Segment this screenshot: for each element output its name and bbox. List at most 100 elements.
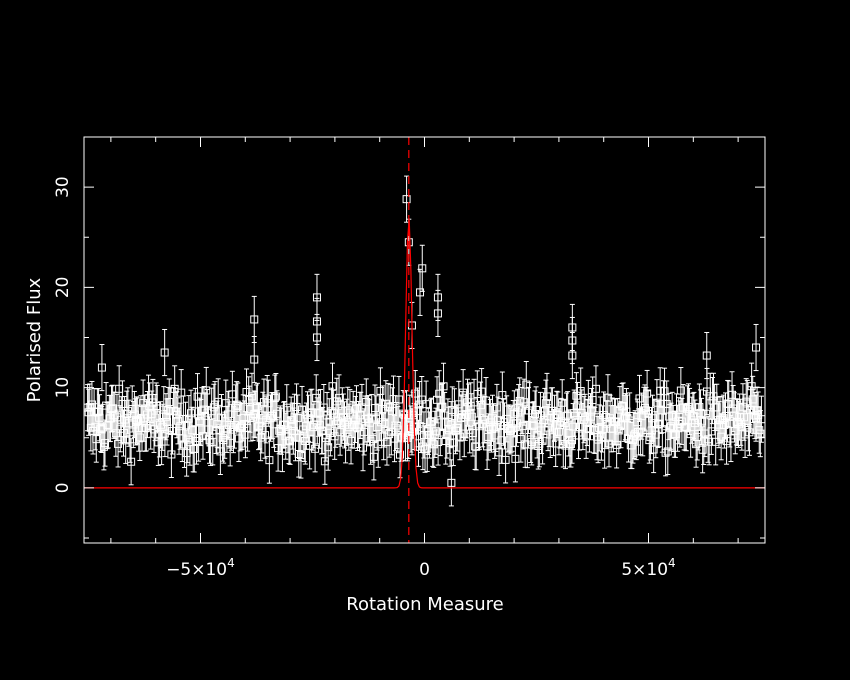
point-marker [271,392,280,401]
point-marker [498,391,507,400]
point-marker [292,402,301,411]
data-point [676,367,685,415]
data-point [558,379,567,427]
point-marker [433,309,442,318]
data-point [643,369,652,418]
data-point [568,331,577,380]
data-point [358,424,367,472]
point-marker [118,399,127,408]
data-point [261,411,270,459]
point-marker [661,448,670,457]
point-marker [568,436,577,445]
point-marker [696,408,705,417]
data-points-layer [83,175,766,507]
data-point [265,436,274,484]
data-point [572,372,581,420]
point-marker [135,433,144,442]
data-point [701,390,710,438]
data-point [85,383,94,431]
point-marker [190,444,199,453]
model-curve [84,218,765,489]
point-marker [160,348,169,357]
data-point [735,393,744,441]
point-marker [370,404,379,413]
point-marker [411,389,420,398]
point-marker [110,411,119,420]
point-marker [744,423,753,432]
point-marker [600,441,609,450]
y-tick-label: 0 [53,482,73,493]
tick-marks [84,136,765,543]
point-marker [495,448,504,457]
data-point [416,268,425,316]
point-marker [343,406,352,415]
data-point [695,383,704,431]
data-point [461,393,470,441]
point-marker [501,455,510,464]
data-point [433,376,442,424]
y-tick-label: 20 [53,277,73,299]
point-marker [728,390,737,399]
point-marker [532,405,541,414]
point-marker [183,435,192,444]
point-marker [511,454,520,463]
point-marker [376,386,385,395]
data-point [111,409,120,457]
point-marker [186,409,195,418]
point-marker [97,363,106,372]
point-marker [422,400,431,409]
data-point [696,389,705,437]
point-marker [389,395,398,404]
data-point [614,406,623,455]
point-marker [418,264,427,273]
point-marker [250,315,259,324]
x-tick-label: −5×104 [166,556,235,580]
data-point [225,401,234,449]
point-marker [203,408,212,417]
data-point [508,404,517,452]
x-tick-label: 5×104 [621,556,675,580]
data-point [591,365,600,413]
point-marker [745,428,754,437]
data-point [396,431,405,479]
data-point [165,378,174,426]
point-marker [127,457,136,466]
data-point [660,367,669,415]
data-point [328,362,337,410]
point-marker [585,424,594,433]
point-marker [723,399,732,408]
point-marker [508,424,517,433]
point-marker [202,386,211,395]
data-point [433,289,442,337]
point-marker [568,351,577,360]
point-marker [756,429,765,438]
point-marker [483,442,492,451]
data-point [219,416,228,464]
data-point [206,418,215,467]
point-marker [429,440,438,449]
point-marker [707,427,716,436]
point-marker [239,413,248,422]
data-point [312,313,321,362]
data-point [438,383,447,431]
point-marker [515,396,524,405]
tick-labels: −5×104 0 5×104 0 10 20 30 [53,176,676,580]
point-marker [164,406,173,415]
point-marker [752,343,761,352]
point-marker [179,415,188,424]
point-marker [384,402,393,411]
point-marker [623,414,632,423]
data-point [439,362,448,410]
data-point [307,388,316,436]
data-point [527,418,536,466]
point-marker [660,387,669,396]
data-point [429,420,438,468]
data-point [498,371,507,419]
point-marker [635,394,644,403]
point-marker [152,401,161,410]
point-marker [558,398,567,407]
point-marker [747,382,756,391]
data-point [596,396,605,444]
data-point [186,389,195,437]
